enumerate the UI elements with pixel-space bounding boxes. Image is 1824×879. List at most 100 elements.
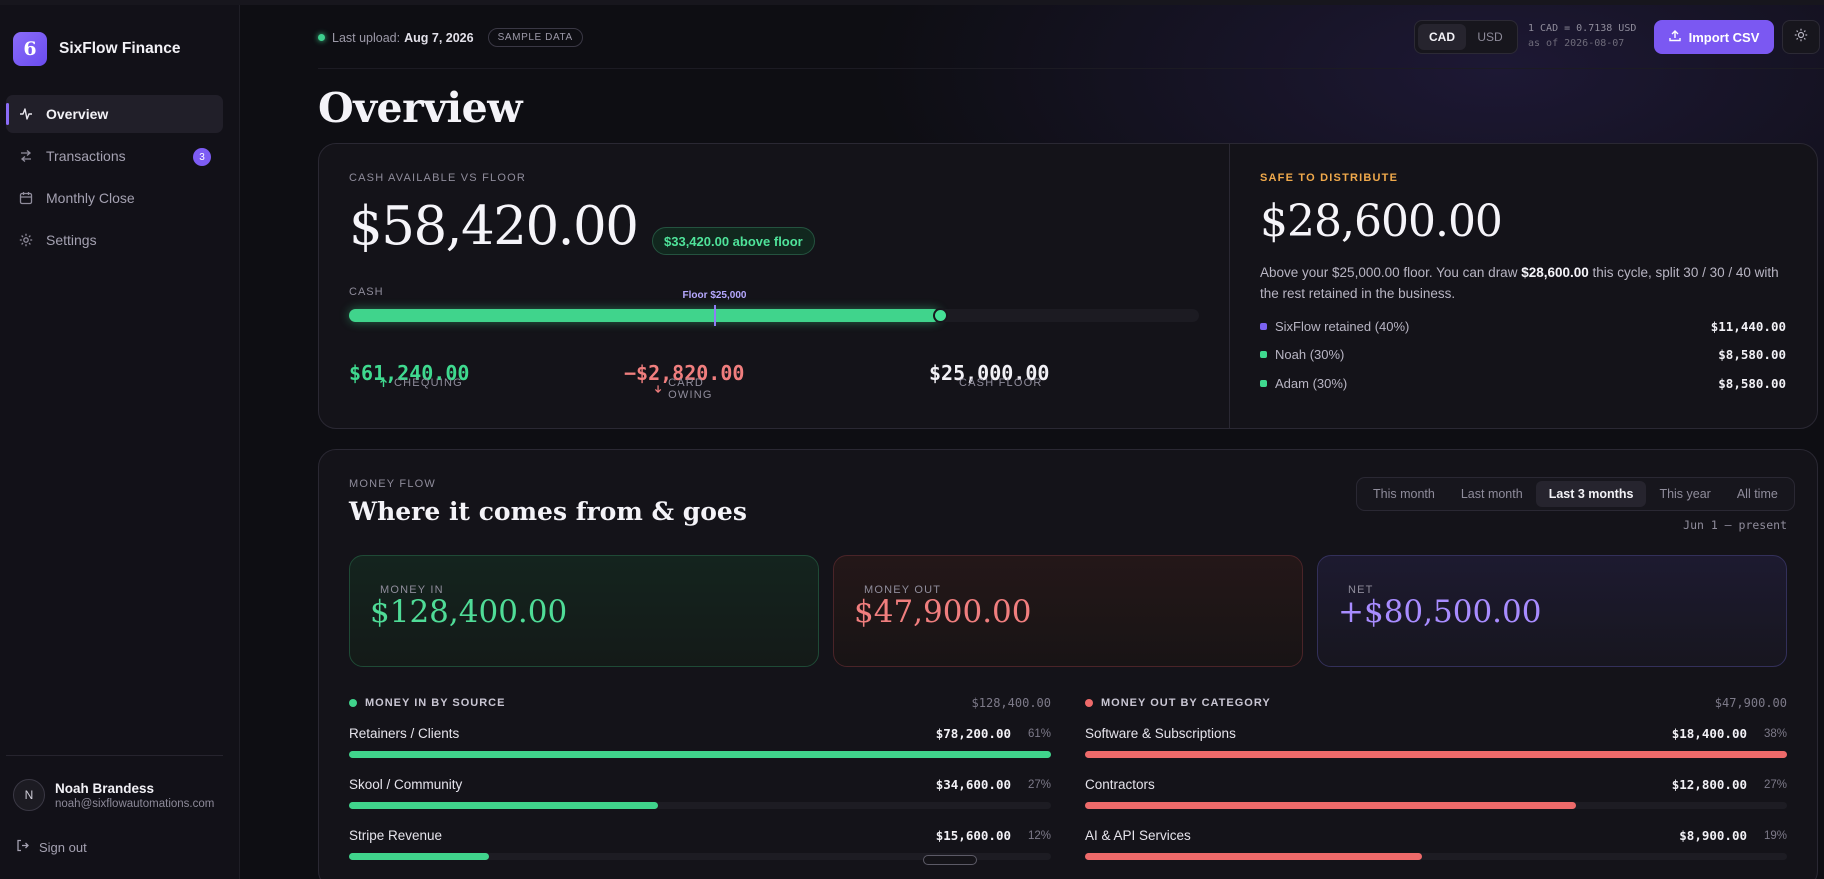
theme-toggle-button[interactable] [1782,20,1820,54]
stat-chequing: CHEQUING $61,240.00 [349,349,470,389]
section-total: $128,400.00 [971,696,1051,710]
tab-this-month[interactable]: This month [1373,487,1435,501]
list-item[interactable]: Stripe Revenue $15,600.00 12% [349,813,1051,864]
section-title: MONEY OUT BY CATEGORY [1101,697,1271,709]
sidebar-item-overview[interactable]: Overview [6,95,223,133]
stat-label-row: CHEQUING [379,377,463,389]
split-label: Adam (30%) [1275,375,1348,391]
row-percent: 61% [1027,727,1051,740]
sidebar-nav: Overview Transactions 3 Monthly Close S [6,95,223,263]
row-bar-track [349,751,1051,758]
stat-label: CHEQUING [394,377,463,389]
stat-card-owing: CARD OWING −$2,820.00 [624,349,744,401]
window-top-strip [0,0,1824,5]
row-amount: $8,900.00 [1679,828,1747,843]
row-bar-track [1085,802,1787,809]
upload-date: Aug 7, 2026 [404,30,474,45]
row-bar-fill [1085,802,1577,809]
row-percent: 27% [1027,778,1051,791]
row-bar-track [1085,751,1787,758]
sidebar-item-settings[interactable]: Settings [6,221,223,259]
safe-to-distribute-panel: SAFE TO DISTRIBUTE $28,600.00 Above your… [1230,144,1817,428]
row-bar-fill [349,853,490,860]
currency-option-cad[interactable]: CAD [1418,24,1466,50]
upload-label: Last upload: [332,30,401,45]
row-amount: $34,600.00 [935,777,1011,792]
split-amount: $8,580.00 [1718,346,1786,362]
cash-progress-fill [349,309,940,322]
list-item[interactable]: AI & API Services $8,900.00 19% [1085,813,1787,864]
cash-eyebrow: CASH AVAILABLE VS FLOOR [349,172,526,184]
import-csv-button[interactable]: Import CSV [1654,20,1774,54]
legend-dot [349,699,357,707]
list-item[interactable]: Skool / Community $34,600.00 27% [349,762,1051,813]
arrow-up-icon [380,378,387,387]
sign-out-label: Sign out [39,839,87,855]
legend-swatch [1260,379,1267,387]
floor-marker-label: Floor $25,000 [682,290,747,301]
desc-text: this cycle, split 30 / 30 / 40 with the … [1260,265,1779,301]
flow-title: Where it comes from & goes [349,497,747,526]
fx-date: as of 2026-08-07 [1528,38,1625,49]
split-label: SixFlow retained (40%) [1275,318,1410,334]
safe-description: Above your $25,000.00 floor. You can dra… [1260,262,1790,304]
row-bar-fill [1085,751,1787,758]
fx-rate: 1 CAD = 0.7138 USD [1528,23,1637,34]
sidebar-item-monthly-close[interactable]: Monthly Close [6,179,223,217]
sidebar-item-label: Settings [46,232,97,248]
flow-eyebrow: MONEY FLOW [349,478,436,490]
desc-amount: $28,600.00 [1521,265,1589,280]
sidebar: 6 SixFlow Finance Overview Transactions … [0,5,240,879]
money-flow-card: MONEY FLOW Where it comes from & goes Th… [318,449,1818,879]
last-upload-status: Last upload: Aug 7, 2026 SAMPLE DATA [318,28,583,47]
horizontal-scroll-thumb[interactable] [923,855,977,865]
safe-amount: $28,600.00 [1260,196,1503,247]
row-label: Retainers / Clients [349,726,460,741]
money-in-summary: MONEY IN $128,400.00 [349,555,819,667]
user-profile[interactable]: N Noah Brandess noah@sixflowautomations.… [13,779,214,811]
calendar-icon [19,191,33,205]
section-total: $47,900.00 [1714,696,1787,710]
top-header: Last upload: Aug 7, 2026 SAMPLE DATA CAD… [318,18,1824,68]
row-label: Software & Subscriptions [1085,726,1236,741]
list-item[interactable]: Software & Subscriptions $18,400.00 38% [1085,711,1787,762]
list-item[interactable]: Contractors $12,800.00 27% [1085,762,1787,813]
summary-value: $128,400.00 [370,594,568,630]
net-summary: NET +$80,500.00 [1317,555,1787,667]
category-rows: Software & Subscriptions $18,400.00 38% Co… [1085,711,1787,864]
sidebar-item-label: Transactions [46,148,126,164]
period-label: Jun 1 – present [1683,518,1787,532]
brand[interactable]: 6 SixFlow Finance [13,32,180,66]
upload-icon [1668,29,1681,45]
row-label: Contractors [1085,777,1155,792]
header-divider [318,68,1824,69]
money-out-summary: MONEY OUT $47,900.00 [833,555,1303,667]
summary-value: $47,900.00 [854,594,1032,630]
row-percent: 27% [1763,778,1787,791]
sidebar-item-transactions[interactable]: Transactions 3 [6,137,223,175]
tab-last-3-months[interactable]: Last 3 months [1535,481,1647,507]
avatar: N [13,779,45,811]
tab-last-month[interactable]: Last month [1460,487,1523,501]
currency-option-usd[interactable]: USD [1477,30,1503,44]
stat-value: $61,240.00 [349,361,470,385]
desc-text: Above your $25,000.00 floor. You can dra… [1260,265,1522,280]
legend-swatch [1260,350,1267,358]
split-row: SixFlow retained (40%) $11,440.00 [1260,316,1786,336]
stat-value: $25,000.00 [929,361,1050,385]
user-name: Noah Brandess [55,780,155,796]
split-amount: $11,440.00 [1710,318,1786,334]
list-item[interactable]: Retainers / Clients $78,200.00 61% [349,711,1051,762]
money-in-by-source: MONEY IN BY SOURCE $128,400.00 Retainers… [349,695,1051,864]
row-bar-fill [1085,853,1422,860]
row-percent: 19% [1763,829,1787,842]
floor-marker [713,305,716,326]
currency-toggle: CAD USD [1414,20,1518,54]
split-amount: $8,580.00 [1718,375,1786,391]
sun-icon [1794,28,1808,47]
tab-this-year[interactable]: This year [1659,487,1711,501]
legend-dot [1085,699,1093,707]
tab-all-time[interactable]: All time [1736,487,1778,501]
sign-out-button[interactable]: Sign out [16,839,87,855]
